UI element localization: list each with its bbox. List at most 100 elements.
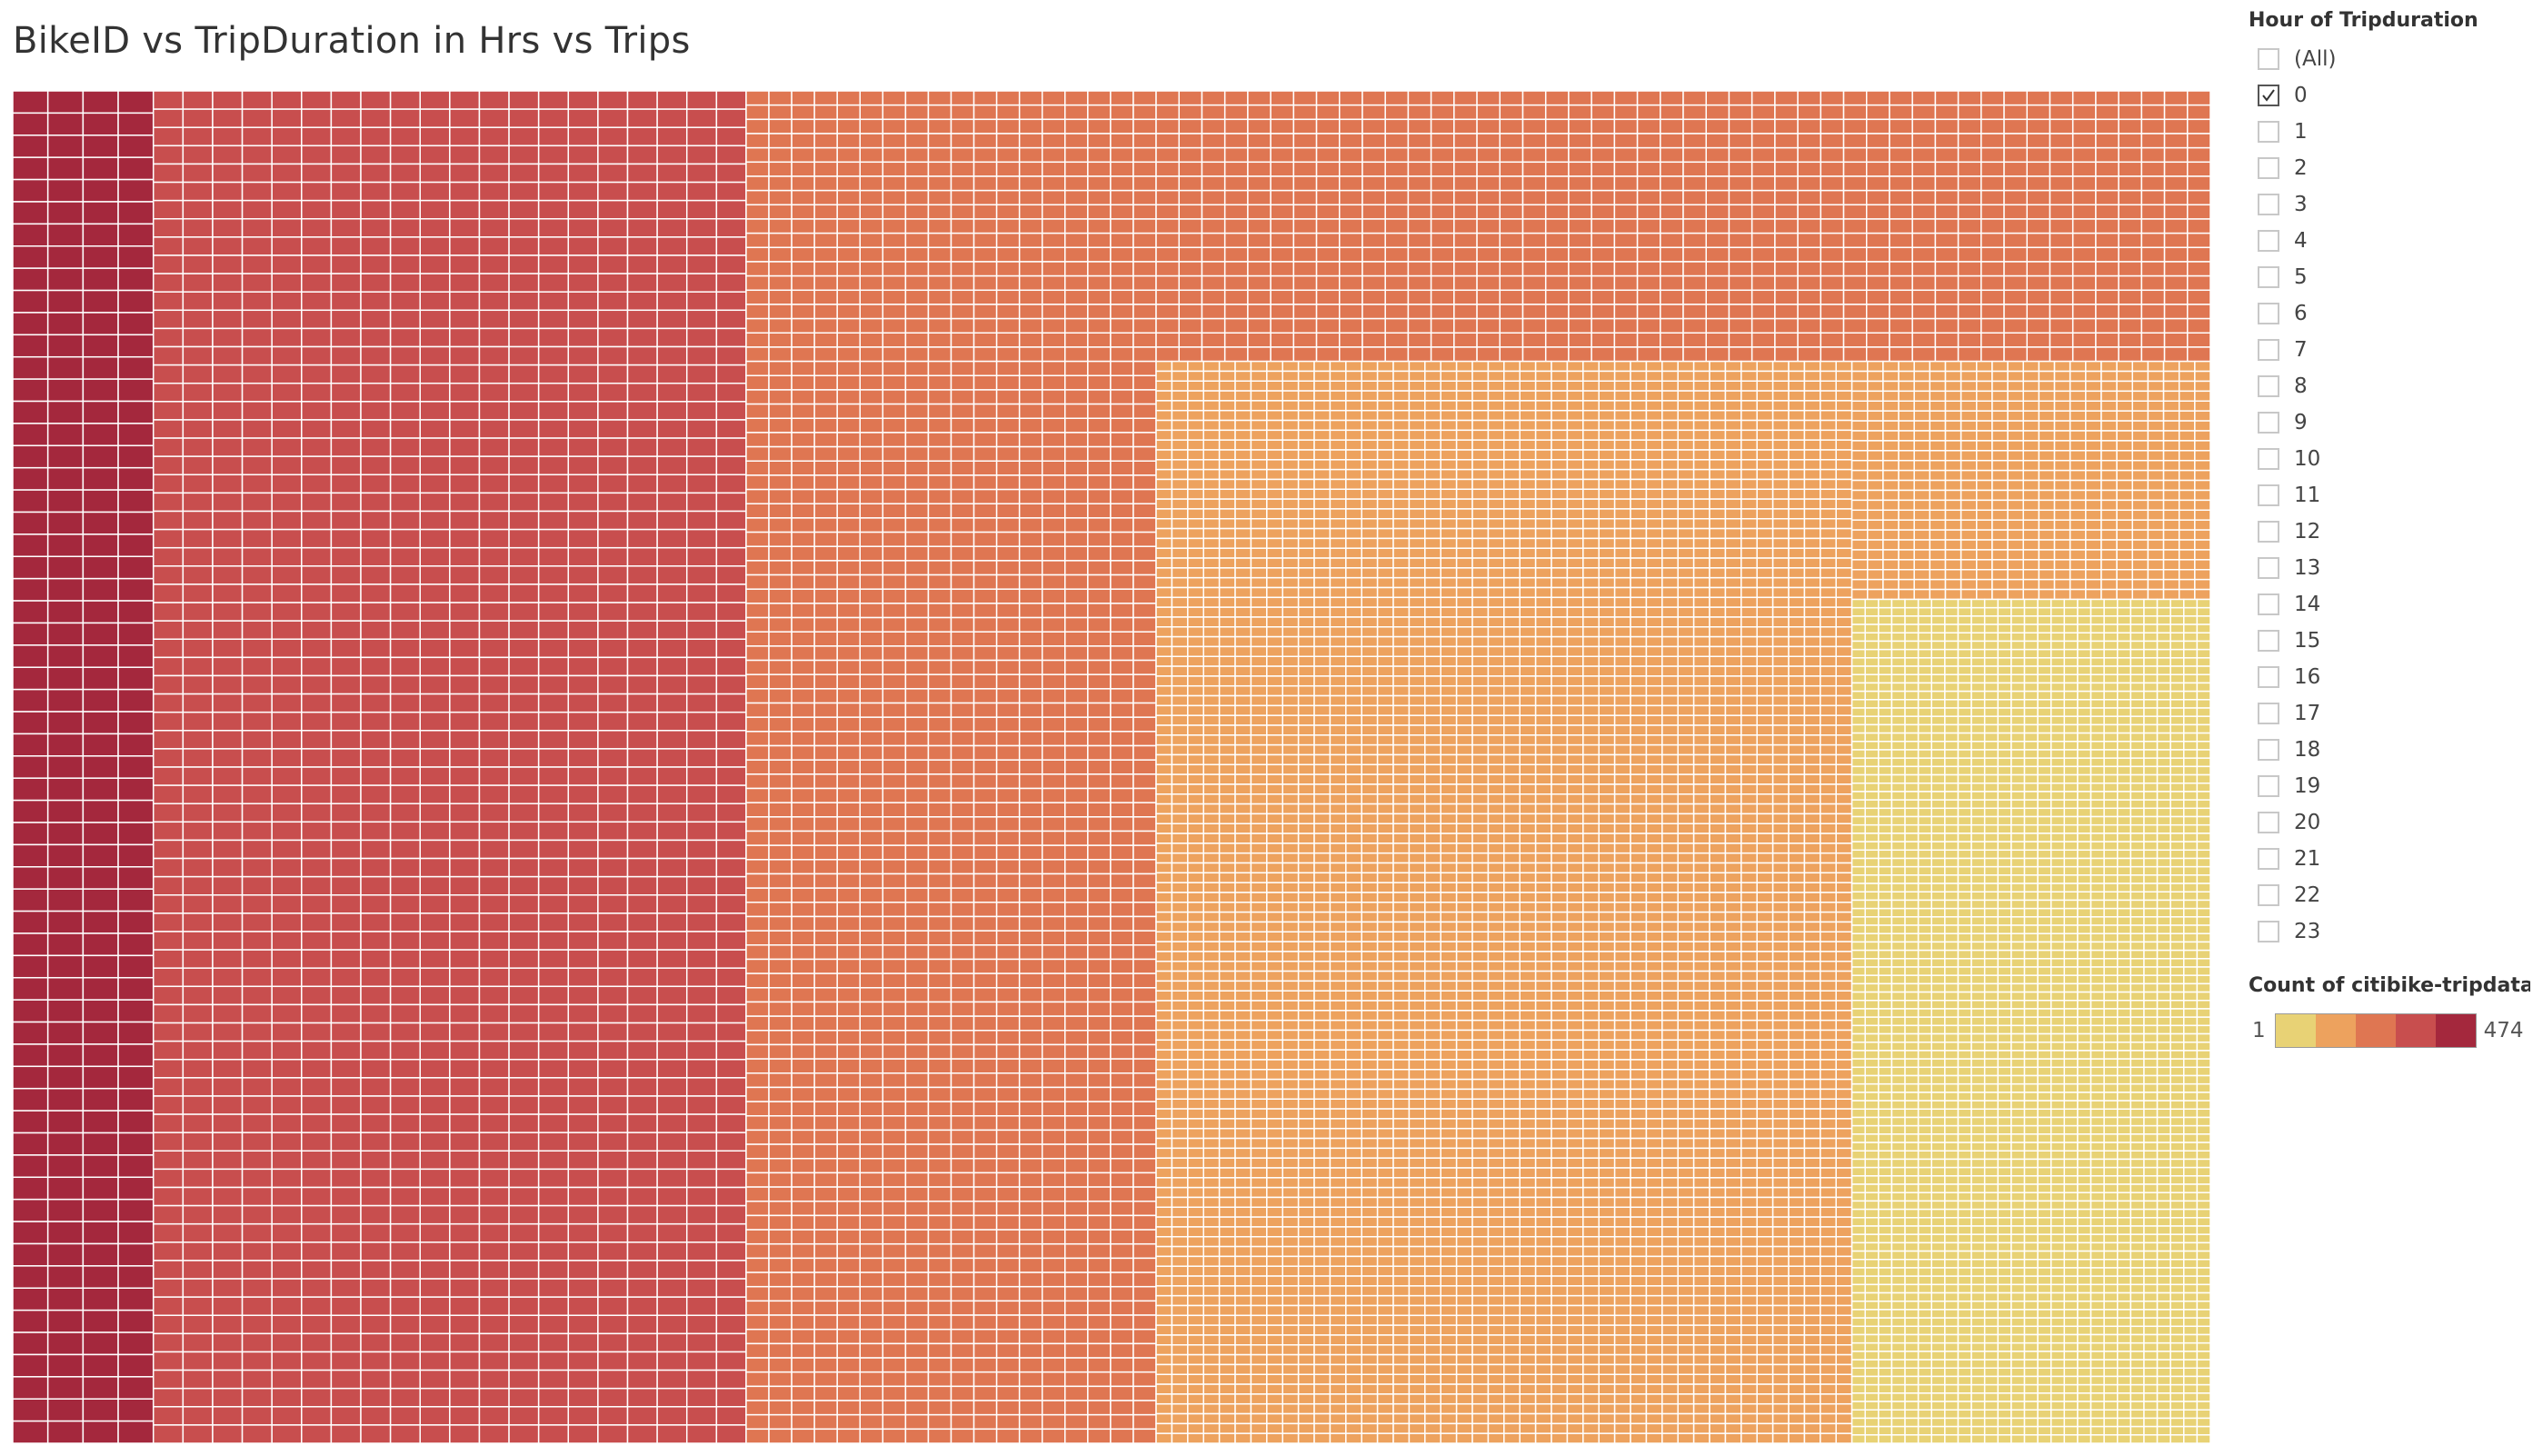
treemap-tile[interactable]: [1636, 146, 1661, 164]
treemap-tile[interactable]: [995, 332, 1021, 348]
treemap-tile[interactable]: [927, 573, 952, 590]
treemap-tile[interactable]: [927, 930, 952, 946]
treemap-tile[interactable]: [1218, 1255, 1236, 1267]
treemap-tile[interactable]: [212, 382, 244, 403]
treemap-tile[interactable]: [13, 1087, 49, 1112]
treemap-tile[interactable]: [1250, 429, 1268, 441]
treemap-tile[interactable]: [1171, 684, 1189, 697]
treemap-tile[interactable]: [745, 560, 770, 576]
treemap-tile[interactable]: [1218, 478, 1236, 491]
treemap-tile[interactable]: [1660, 289, 1684, 305]
treemap-tile[interactable]: [330, 1222, 362, 1243]
treemap-tile[interactable]: [1797, 246, 1822, 263]
treemap-tile[interactable]: [1187, 1019, 1204, 1032]
treemap-tile[interactable]: [2049, 289, 2074, 305]
treemap-tile[interactable]: [1087, 246, 1112, 263]
treemap-tile[interactable]: [1234, 941, 1252, 952]
treemap-tile[interactable]: [82, 489, 119, 514]
treemap-tile[interactable]: [1234, 892, 1252, 903]
treemap-tile[interactable]: [1171, 1098, 1189, 1110]
treemap-tile[interactable]: [46, 1242, 85, 1267]
treemap-tile[interactable]: [1636, 161, 1661, 177]
treemap-tile[interactable]: [927, 175, 952, 192]
treemap-tile[interactable]: [2163, 118, 2189, 135]
treemap-tile[interactable]: [508, 1003, 540, 1024]
treemap-tile[interactable]: [1155, 882, 1173, 893]
treemap-tile[interactable]: [656, 91, 688, 110]
treemap-tile[interactable]: [241, 419, 273, 439]
treemap-tile[interactable]: [1064, 930, 1089, 946]
treemap-tile[interactable]: [478, 985, 510, 1006]
treemap-tile[interactable]: [1064, 417, 1089, 434]
treemap-tile[interactable]: [972, 1115, 998, 1132]
treemap-tile[interactable]: [1178, 274, 1203, 292]
treemap-tile[interactable]: [1218, 459, 1236, 471]
treemap-tile[interactable]: [1110, 603, 1134, 619]
treemap-tile[interactable]: [656, 309, 688, 330]
treemap-tile[interactable]: [360, 273, 392, 293]
treemap-tile[interactable]: [449, 730, 481, 750]
treemap-tile[interactable]: [271, 236, 303, 256]
treemap-tile[interactable]: [791, 246, 815, 263]
treemap-tile[interactable]: [389, 711, 421, 732]
treemap-tile[interactable]: [882, 560, 907, 576]
treemap-tile[interactable]: [1132, 787, 1157, 803]
treemap-tile[interactable]: [715, 254, 747, 274]
treemap-tile[interactable]: [813, 716, 838, 733]
treemap-tile[interactable]: [1682, 175, 1707, 192]
treemap-tile[interactable]: [927, 603, 952, 619]
treemap-tile[interactable]: [685, 218, 718, 238]
treemap-tile[interactable]: [1384, 204, 1410, 220]
treemap-tile[interactable]: [597, 199, 629, 220]
treemap-tile[interactable]: [1234, 655, 1252, 667]
treemap-tile[interactable]: [1234, 783, 1252, 795]
treemap-tile[interactable]: [813, 1272, 838, 1288]
treemap-tile[interactable]: [745, 389, 770, 405]
treemap-tile[interactable]: [1110, 1357, 1134, 1373]
treemap-tile[interactable]: [1682, 133, 1707, 149]
treemap-tile[interactable]: [449, 839, 481, 860]
treemap-tile[interactable]: [537, 510, 570, 531]
treemap-tile[interactable]: [1155, 289, 1181, 305]
treemap-tile[interactable]: [182, 1369, 214, 1390]
treemap-tile[interactable]: [478, 1204, 510, 1225]
treemap-tile[interactable]: [1064, 915, 1089, 932]
treemap-tile[interactable]: [1636, 104, 1661, 121]
treemap-tile[interactable]: [791, 802, 815, 818]
treemap-tile[interactable]: [972, 133, 998, 149]
treemap-tile[interactable]: [449, 1003, 481, 1024]
treemap-tile[interactable]: [360, 730, 392, 750]
treemap-tile[interactable]: [950, 1030, 975, 1046]
treemap-tile[interactable]: [1218, 1235, 1236, 1248]
treemap-tile[interactable]: [1110, 1186, 1134, 1202]
treemap-tile[interactable]: [241, 1132, 273, 1152]
treemap-tile[interactable]: [745, 1129, 770, 1145]
treemap-tile[interactable]: [1087, 972, 1112, 989]
treemap-tile[interactable]: [972, 218, 998, 234]
treemap-tile[interactable]: [995, 274, 1021, 292]
treemap-tile[interactable]: [1110, 1143, 1134, 1160]
treemap-tile[interactable]: [360, 401, 392, 421]
treemap-tile[interactable]: [656, 620, 688, 641]
treemap-tile[interactable]: [241, 309, 273, 330]
treemap-tile[interactable]: [1171, 1118, 1189, 1130]
treemap-tile[interactable]: [656, 528, 688, 549]
treemap-tile[interactable]: [212, 126, 244, 147]
treemap-tile[interactable]: [82, 866, 119, 890]
treemap-tile[interactable]: [271, 1387, 303, 1408]
treemap-tile[interactable]: [82, 954, 119, 979]
treemap-tile[interactable]: [449, 656, 481, 677]
treemap-chart[interactable]: [13, 91, 2210, 1443]
treemap-tile[interactable]: [241, 91, 273, 110]
treemap-tile[interactable]: [301, 821, 333, 842]
treemap-tile[interactable]: [859, 830, 884, 846]
treemap-tile[interactable]: [927, 1357, 952, 1373]
treemap-tile[interactable]: [1041, 659, 1066, 675]
treemap-tile[interactable]: [859, 1001, 884, 1017]
treemap-tile[interactable]: [813, 873, 838, 889]
treemap-tile[interactable]: [478, 510, 510, 531]
treemap-tile[interactable]: [301, 784, 333, 804]
treemap-tile[interactable]: [1041, 1001, 1066, 1017]
treemap-tile[interactable]: [241, 108, 273, 128]
treemap-tile[interactable]: [904, 118, 930, 135]
